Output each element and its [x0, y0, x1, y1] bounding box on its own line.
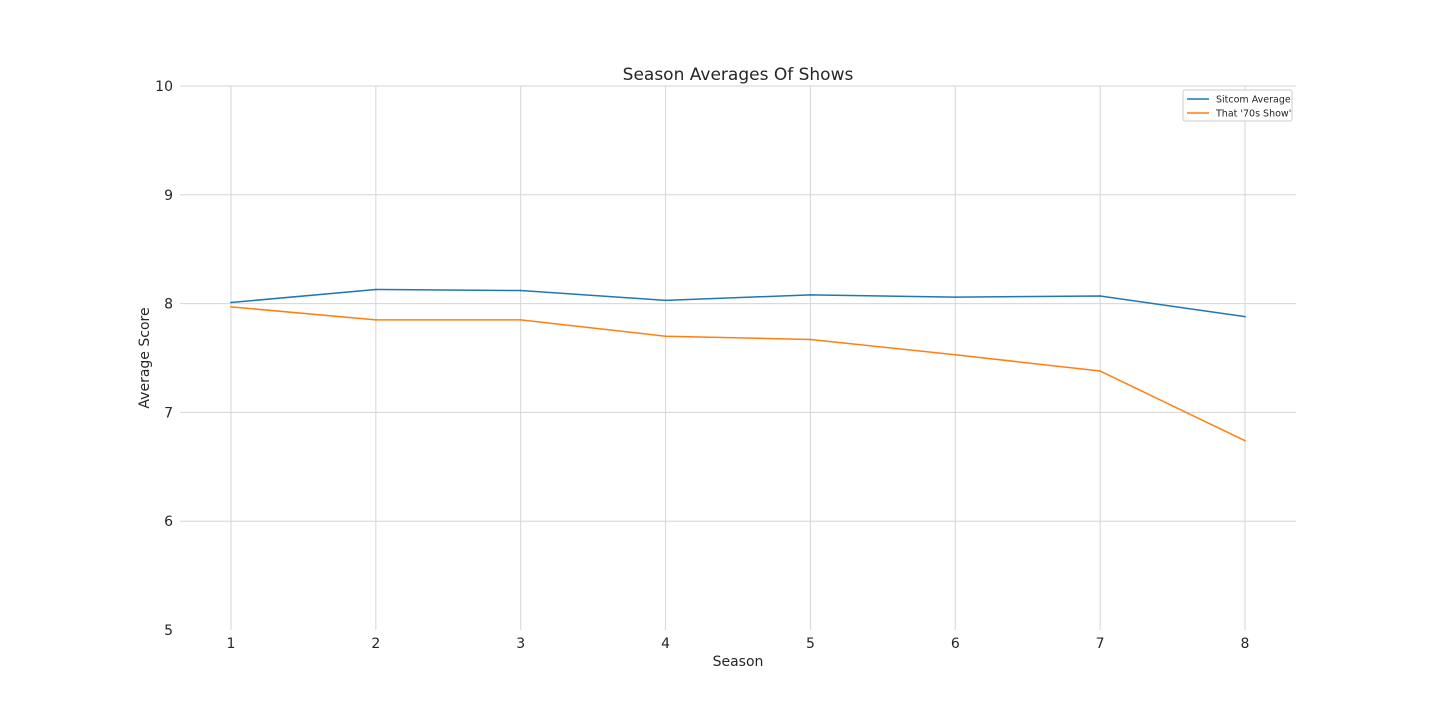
- y-tick-label: 8: [164, 297, 173, 313]
- data-point: [519, 289, 522, 292]
- data-point: [375, 288, 377, 291]
- data-point: [664, 299, 667, 302]
- x-tick-label: 2: [371, 636, 380, 652]
- legend: Sitcom Average That '70s Show': [1182, 89, 1293, 122]
- data-point: [1244, 315, 1246, 318]
- data-point: [230, 306, 232, 308]
- data-point: [230, 301, 232, 304]
- legend-box: [1182, 89, 1293, 122]
- x-tick-label: 7: [1096, 636, 1105, 652]
- legend-label: Sitcom Average: [1216, 95, 1291, 106]
- series-line: [230, 288, 1246, 318]
- legend-label: That '70s Show': [1215, 109, 1291, 120]
- data-point: [954, 353, 957, 356]
- series-1: [230, 288, 1246, 318]
- y-tick-label: 6: [164, 514, 173, 530]
- series-layer: [230, 288, 1246, 442]
- data-point: [1244, 439, 1246, 442]
- chart-title: Season Averages Of Shows: [623, 65, 854, 85]
- tick-layer: 5 6 7 8 9 10 1 2 3 4 5 6 7 8: [155, 79, 1249, 652]
- y-tick-label: 9: [164, 188, 173, 204]
- x-tick-label: 1: [227, 636, 236, 652]
- data-point: [954, 296, 957, 298]
- series-line: [230, 306, 1246, 442]
- y-tick-label: 10: [155, 79, 173, 95]
- y-axis-label: Average Score: [137, 307, 153, 408]
- x-tick-label: 4: [661, 636, 670, 652]
- x-tick-label: 6: [951, 636, 960, 652]
- y-tick-label: 7: [164, 405, 173, 421]
- data-point: [809, 338, 812, 341]
- grid-layer: [180, 85, 1296, 630]
- x-tick-label: 5: [806, 636, 815, 652]
- x-axis-label: Season: [713, 654, 764, 670]
- series-2: [230, 306, 1246, 442]
- x-tick-label: 8: [1241, 636, 1250, 652]
- x-tick-label: 3: [516, 636, 525, 652]
- data-point: [664, 335, 667, 338]
- data-point: [375, 319, 377, 321]
- data-point: [809, 294, 812, 296]
- data-point: [519, 319, 522, 321]
- y-tick-label: 5: [164, 623, 173, 639]
- data-point: [1099, 295, 1101, 297]
- data-point: [1099, 370, 1101, 372]
